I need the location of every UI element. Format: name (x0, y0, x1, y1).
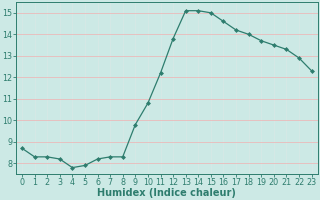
X-axis label: Humidex (Indice chaleur): Humidex (Indice chaleur) (97, 188, 236, 198)
